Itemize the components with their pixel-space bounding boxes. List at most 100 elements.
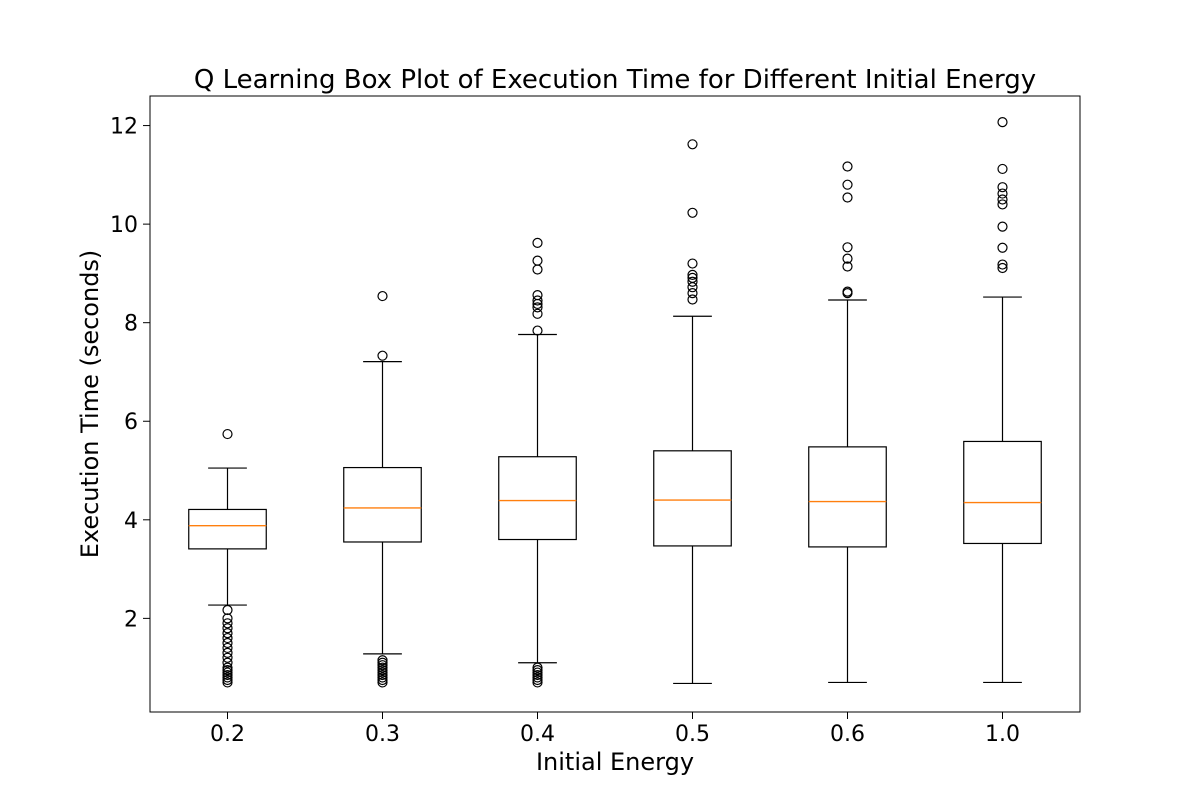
outlier-point [842,192,853,203]
outlier-point [222,647,233,658]
outlier-point [687,269,698,280]
outlier-point [532,672,543,683]
outlier-point [377,677,388,688]
outlier-point [532,264,543,275]
y-tick-label: 2 [124,607,138,632]
outlier-point [997,242,1008,253]
outlier-point [997,117,1008,128]
outlier-point [687,258,698,269]
outlier-point [377,669,388,681]
chart-title: Q Learning Box Plot of Execution Time fo… [194,65,1036,95]
outlier-point [377,290,388,302]
x-axis: 0.2 0.3 0.4 0.5 0.6 1.0 [210,712,1020,747]
outlier-point [532,325,543,336]
box-0.4 [498,237,577,688]
iqr-box [808,446,887,548]
outlier-point [842,288,853,299]
outlier-point [532,255,543,266]
outlier-point [222,667,233,678]
outlier-point [222,662,233,673]
outlier-point [222,677,233,688]
outlier-point [377,657,388,668]
outlier-point [377,672,388,683]
outlier-point [377,667,388,678]
outlier-point [997,221,1008,232]
outlier-point [222,623,233,634]
y-tick-label: 6 [124,410,138,435]
outlier-point [532,298,543,310]
outlier-point [532,302,543,313]
iqr-box [653,450,732,547]
outlier-point [997,199,1008,210]
y-tick-label: 8 [124,312,138,337]
box-0.2 [188,428,267,688]
box-0.5 [653,139,732,685]
iqr-box [343,466,422,543]
iqr-box [963,440,1042,545]
outlier-point [532,667,543,678]
outlier-point [532,662,543,673]
box-1.0 [963,117,1042,684]
boxes-group [188,117,1042,688]
y-tick-label: 4 [124,509,138,534]
outlier-point [842,161,853,172]
outlier-point [377,674,388,686]
outlier-point [687,294,698,305]
plot-area-frame [149,95,1081,713]
outlier-point [222,657,233,668]
outlier-point [842,253,853,264]
y-tick-label: 10 [110,213,138,238]
outlier-point [532,308,543,319]
outlier-point [377,655,388,666]
outlier-point [222,665,233,676]
outlier-point [997,262,1008,274]
outlier-point [687,139,698,150]
outlier-point [687,282,698,293]
outlier-point [532,669,543,681]
outlier-point [222,428,233,440]
outlier-point [222,628,233,639]
x-tick-label: 0.3 [365,722,400,747]
outlier-point [842,261,853,272]
outlier-point [222,674,233,686]
y-tick-label: 12 [110,115,138,140]
outlier-point [532,289,543,301]
outlier-point [687,276,698,287]
outlier-point [377,660,388,671]
outlier-point [222,613,233,624]
outlier-point [377,665,388,676]
outlier-point [532,237,543,248]
outlier-point [997,163,1008,175]
outlier-point [532,665,543,676]
x-tick-label: 0.2 [210,722,245,747]
outlier-point [222,632,233,644]
outlier-point [377,350,388,361]
outlier-point [997,259,1008,270]
box-0.6 [808,161,887,684]
x-tick-label: 0.6 [830,722,865,747]
outlier-point [222,672,233,683]
outlier-point [532,677,543,688]
outlier-point [222,637,233,649]
iqr-box [188,508,267,550]
box-0.3 [343,290,422,688]
outlier-point [532,674,543,686]
outlier-point [222,618,233,629]
outlier-point [997,194,1008,205]
outlier-point [687,207,698,218]
outlier-point [222,604,233,616]
outlier-point [222,642,233,654]
outlier-point [377,662,388,673]
x-tick-label: 0.4 [520,722,555,747]
x-tick-label: 0.5 [675,722,710,747]
outlier-point [687,288,698,299]
x-axis-label: Initial Energy [536,748,694,776]
iqr-box [498,456,577,541]
y-axis: 2 4 6 8 10 12 [110,115,150,632]
outlier-point [842,242,853,253]
x-tick-label: 1.0 [985,722,1020,747]
outlier-point [997,188,1008,199]
outlier-point [222,652,233,663]
outlier-point [222,669,233,681]
